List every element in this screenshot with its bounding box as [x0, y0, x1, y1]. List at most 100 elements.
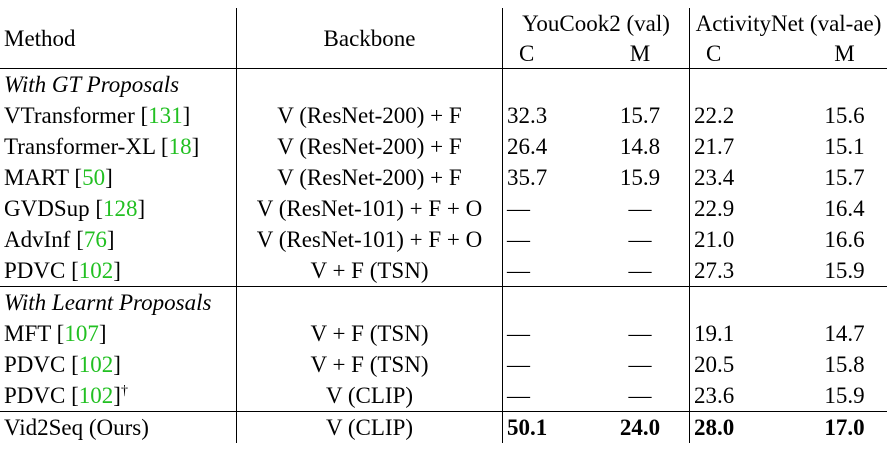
- method-name: PDVC: [4, 258, 66, 283]
- group-header-row: With GT Proposals: [0, 68, 887, 100]
- cell-backbone: V (ResNet-101) + F + O: [236, 224, 503, 255]
- table-row: Transformer-XL [18] V (ResNet-200) + F 26.…: [0, 131, 887, 162]
- table-row: GVDSup [128] V (ResNet-101) + F + O — —22.9…: [0, 193, 887, 224]
- cell-method: AdvInf [76]: [4, 227, 115, 252]
- table-row: VTransformer [131] V (ResNet-200) + F 32.3…: [0, 100, 887, 131]
- table-row: MFT [107] V + F (TSN) — —19.1 14.7: [0, 318, 887, 349]
- cell-backbone: V (ResNet-200) + F: [236, 131, 503, 162]
- group-spacer: [502, 68, 690, 100]
- cell-youcook-m: —: [628, 196, 652, 221]
- cell-method: PDVC [102]: [4, 352, 121, 377]
- method-name: MART: [4, 165, 69, 190]
- group-spacer: [236, 68, 503, 100]
- cell-activitynet-m: 15.9: [824, 258, 865, 283]
- header-youcook-c: C: [502, 38, 591, 69]
- citation-link[interactable]: 50: [82, 165, 106, 190]
- group-title: With Learnt Proposals: [0, 286, 237, 318]
- cell-youcook-c: —: [502, 349, 591, 380]
- cell-activitynet-m: 15.7: [824, 165, 865, 190]
- table-row: PDVC [102]† V (CLIP) — —23.6 15.9: [0, 380, 887, 412]
- results-table: Method Backbone YouCook2 (val) ActivityN…: [0, 8, 887, 443]
- citation-link[interactable]: 131: [148, 103, 183, 128]
- table-row: MART [50] V (ResNet-200) + F 35.7 15.9 23.4 1…: [0, 162, 887, 193]
- cell-backbone: V (CLIP): [236, 411, 503, 443]
- header-activitynet-c: C: [689, 38, 802, 69]
- group-title: With GT Proposals: [0, 68, 237, 100]
- method-name: GVDSup: [4, 196, 90, 221]
- cell-activitynet-m: 15.8: [824, 352, 865, 377]
- cell-activitynet-c: 20.5: [689, 349, 802, 380]
- citation-link[interactable]: 102: [78, 352, 114, 377]
- header-youcook-m: M: [629, 40, 651, 66]
- header-method: Method: [4, 25, 76, 51]
- cell-backbone: V (CLIP): [236, 380, 503, 412]
- header-activitynet: ActivityNet (val-ae): [689, 8, 887, 38]
- cell-backbone: V (ResNet-101) + F + O: [236, 193, 503, 224]
- cell-activitynet-c: 22.9: [689, 193, 802, 224]
- cell-method: MART [50]: [4, 165, 113, 190]
- cell-youcook-m: —: [628, 321, 652, 346]
- cell-youcook-c: —: [502, 255, 591, 287]
- cell-backbone: V (ResNet-200) + F: [236, 100, 503, 131]
- header-row-2: C M C M: [0, 38, 887, 69]
- cell-activitynet-m: 15.1: [824, 134, 865, 159]
- table-row: PDVC [102] V + F (TSN) — —27.3 15.9: [0, 255, 887, 287]
- cell-youcook-c: —: [502, 318, 591, 349]
- cell-method: Vid2Seq (Ours): [0, 411, 237, 443]
- method-name: PDVC: [4, 383, 66, 408]
- cell-activitynet-c: 21.7: [689, 131, 802, 162]
- cell-activitynet-m: 16.6: [824, 227, 865, 252]
- cell-youcook-c: 32.3: [502, 100, 591, 131]
- cell-youcook-m: —: [628, 258, 652, 283]
- citation-link[interactable]: 128: [103, 196, 138, 221]
- citation-link[interactable]: 18: [168, 134, 192, 159]
- citation-link[interactable]: 102: [78, 258, 114, 283]
- table-row-final: Vid2Seq (Ours) V (CLIP) 50.1 24.0 28.0 1…: [0, 411, 887, 443]
- cell-backbone: V + F (TSN): [236, 349, 503, 380]
- cell-method: Transformer-XL [18]: [4, 134, 200, 159]
- citation-link[interactable]: 107: [64, 321, 99, 346]
- cell-activitynet-c: 23.6: [689, 380, 802, 412]
- table-row: AdvInf [76] V (ResNet-101) + F + O — —21.0 1…: [0, 224, 887, 255]
- cell-youcook-c: 26.4: [502, 131, 591, 162]
- method-name: VTransformer: [4, 103, 135, 128]
- group-spacer: [236, 286, 503, 318]
- header-row-1: Method Backbone YouCook2 (val) ActivityN…: [0, 8, 887, 69]
- cell-activitynet-m: 14.7: [824, 321, 865, 346]
- cell-method: VTransformer [131]: [4, 103, 191, 128]
- cell-youcook-c: —: [502, 380, 591, 412]
- citation-link[interactable]: 102: [78, 383, 114, 408]
- cell-method: PDVC [102]†: [4, 383, 128, 408]
- cell-activitynet-c: 27.3: [689, 255, 802, 287]
- cell-activitynet-m: 17.0: [802, 411, 887, 443]
- header-backbone: Backbone: [236, 8, 503, 69]
- method-name: PDVC: [4, 352, 66, 377]
- cell-backbone: V + F (TSN): [236, 255, 503, 287]
- cell-youcook-m: —: [628, 227, 652, 252]
- header-activitynet-m: M: [834, 40, 855, 66]
- cell-youcook-c: 50.1: [502, 411, 591, 443]
- method-name: MFT: [4, 321, 51, 346]
- cell-youcook-m: 14.8: [619, 134, 661, 159]
- cell-activitynet-m: 15.6: [824, 103, 865, 128]
- cell-activitynet-c: 21.0: [689, 224, 802, 255]
- cell-youcook-c: —: [502, 193, 591, 224]
- cell-backbone: V + F (TSN): [236, 318, 503, 349]
- table-body: With GT Proposals VTransformer [131] V (Re…: [0, 68, 887, 412]
- cell-activitynet-c: 28.0: [689, 411, 802, 443]
- group-spacer: [502, 286, 690, 318]
- cell-activitynet-m: 16.4: [824, 196, 865, 221]
- cell-method: MFT [107]: [4, 321, 107, 346]
- cell-activitynet-c: 23.4: [689, 162, 802, 193]
- group-header-row: With Learnt Proposals: [0, 286, 887, 318]
- cell-youcook-m: 15.7: [619, 103, 661, 128]
- table-row: PDVC [102] V + F (TSN) — —20.5 15.8: [0, 349, 887, 380]
- header-youcook: YouCook2 (val): [502, 8, 690, 38]
- citation-link[interactable]: 76: [83, 227, 107, 252]
- method-name: AdvInf: [4, 227, 71, 252]
- cell-backbone: V (ResNet-200) + F: [236, 162, 503, 193]
- cell-youcook-m: —: [628, 352, 652, 377]
- cell-youcook-m: —: [628, 383, 652, 408]
- group-spacer: [689, 286, 887, 318]
